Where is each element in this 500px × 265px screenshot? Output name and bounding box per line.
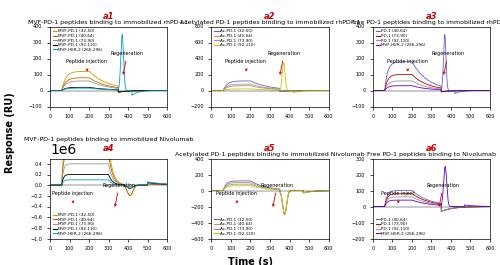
Text: Regeneration: Regeneration [102, 183, 136, 206]
Text: a1: a1 [103, 12, 115, 21]
Text: Peptide injection: Peptide injection [386, 59, 428, 71]
Legend: MVF-PD-1 (32-50), MVF-PD-1 (40-64), MVF-PD-1 (73-90), MVF-PD-1 (92-110), MVF-HER: MVF-PD-1 (32-50), MVF-PD-1 (40-64), MVF-… [52, 29, 104, 53]
Title: Free PD-1 peptides binding to immobilized rhPD-L1: Free PD-1 peptides binding to immobilize… [352, 20, 500, 25]
Title: Acetylated PD-1 peptides binding to immobilized Nivolumab: Acetylated PD-1 peptides binding to immo… [175, 152, 365, 157]
Text: a4: a4 [103, 144, 115, 153]
Text: a6: a6 [426, 144, 437, 153]
Text: Peptide injection: Peptide injection [225, 59, 266, 71]
Legend: PD-1 (40-64), PD-1 (73-90), PD-1 (92-110), MVF-HER-2 (266-296): PD-1 (40-64), PD-1 (73-90), PD-1 (92-110… [375, 217, 426, 236]
Text: Peptide inject: Peptide inject [381, 191, 414, 203]
Legend: Ac-PD-1 (32-50), Ac-PD-1 (40-64), Ac-PD-1 (73-90), Ac-PD-1 (92-110): Ac-PD-1 (32-50), Ac-PD-1 (40-64), Ac-PD-… [214, 217, 256, 236]
Title: Free PD-1 peptides binding to Nivolumab: Free PD-1 peptides binding to Nivolumab [367, 152, 496, 157]
Text: Regeneration: Regeneration [432, 51, 464, 74]
Text: Regeneration: Regeneration [111, 51, 144, 74]
Text: Regeneration: Regeneration [427, 183, 460, 206]
Title: MVF-PD-1 peptides binding to immobilized rhPD-L1: MVF-PD-1 peptides binding to immobilized… [28, 20, 188, 25]
Text: Peptide injection: Peptide injection [52, 191, 93, 203]
Text: Peptide injection: Peptide injection [216, 191, 256, 203]
Text: a5: a5 [264, 144, 276, 153]
Text: a3: a3 [426, 12, 437, 21]
Text: Regeneration: Regeneration [260, 183, 294, 206]
Text: a2: a2 [264, 12, 276, 21]
Title: MVF-PD-1 peptides binding to immobilized Nivolumab: MVF-PD-1 peptides binding to immobilized… [24, 137, 193, 142]
Title: Acetylated PD-1 peptides binding to immobilized rhPD-L1: Acetylated PD-1 peptides binding to immo… [180, 20, 360, 25]
Legend: PD-1 (40-64), PD-1 (73-90), PD-1 (92-110), MVF-HER-2 (266-296): PD-1 (40-64), PD-1 (73-90), PD-1 (92-110… [375, 29, 426, 48]
Text: Peptide injection: Peptide injection [66, 59, 107, 71]
Text: Time (s): Time (s) [228, 257, 272, 265]
Text: Response (RU): Response (RU) [5, 92, 15, 173]
Legend: Ac-PD-1 (32-50), Ac-PD-1 (40-64), Ac-PD-1 (73-90), Ac-PD-1 (92-110): Ac-PD-1 (32-50), Ac-PD-1 (40-64), Ac-PD-… [214, 29, 256, 48]
Legend: MVF-PD-1 (32-50), MVF-PD-1 (40-64), MVF-PD-1 (73-90), MVF-PD-1 (92-110), MVF-HER: MVF-PD-1 (32-50), MVF-PD-1 (40-64), MVF-… [52, 212, 104, 236]
Text: Regeneration: Regeneration [268, 51, 300, 74]
